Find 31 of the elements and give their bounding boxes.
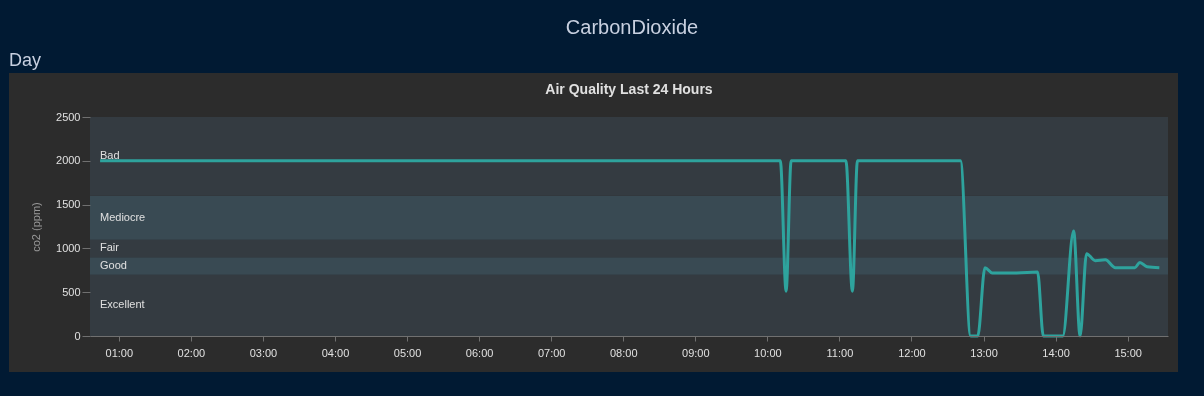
x-tick-label: 06:00 [465, 346, 494, 359]
band-label: Excellent [100, 298, 145, 311]
x-tick-label: 13:00 [970, 346, 998, 359]
band-label: Mediocre [100, 210, 146, 223]
line-series [98, 159, 1161, 338]
x-tick-label: 01:00 [105, 346, 134, 359]
x-tick-label: 10:00 [754, 346, 782, 359]
x-tick-label: 15:00 [1114, 346, 1142, 359]
y-tick-label: 0 [74, 329, 81, 342]
x-tick-label: 05:00 [393, 346, 422, 359]
x-tick-label: 04:00 [321, 346, 350, 359]
y-tick-label: 2000 [56, 154, 81, 167]
x-tick-label: 14:00 [1042, 346, 1070, 359]
x-tick-label: 12:00 [898, 346, 926, 359]
x-tick-label: 11:00 [826, 346, 854, 359]
text: CarbonDioxide [565, 16, 699, 38]
text: Day [9, 50, 42, 70]
x-tick-label: 02:00 [177, 346, 206, 359]
band-label: Bad [100, 149, 120, 162]
y-tick-label: 1500 [56, 198, 81, 211]
x-tick-label: 03:00 [249, 346, 278, 359]
y-axis-title: co2 (ppm) [30, 202, 43, 252]
band-label: Good [100, 258, 127, 271]
y-tick-label: 500 [62, 285, 81, 298]
y-tick-label: 2500 [56, 110, 81, 123]
y-tick-label: 1000 [56, 241, 81, 254]
x-tick-label: 08:00 [609, 346, 638, 359]
x-tick-label: 09:00 [682, 346, 710, 359]
x-tick-label: 07:00 [537, 346, 566, 359]
band-label: Fair [100, 241, 120, 254]
chart-title: Air Quality Last 24 Hours [545, 81, 713, 97]
